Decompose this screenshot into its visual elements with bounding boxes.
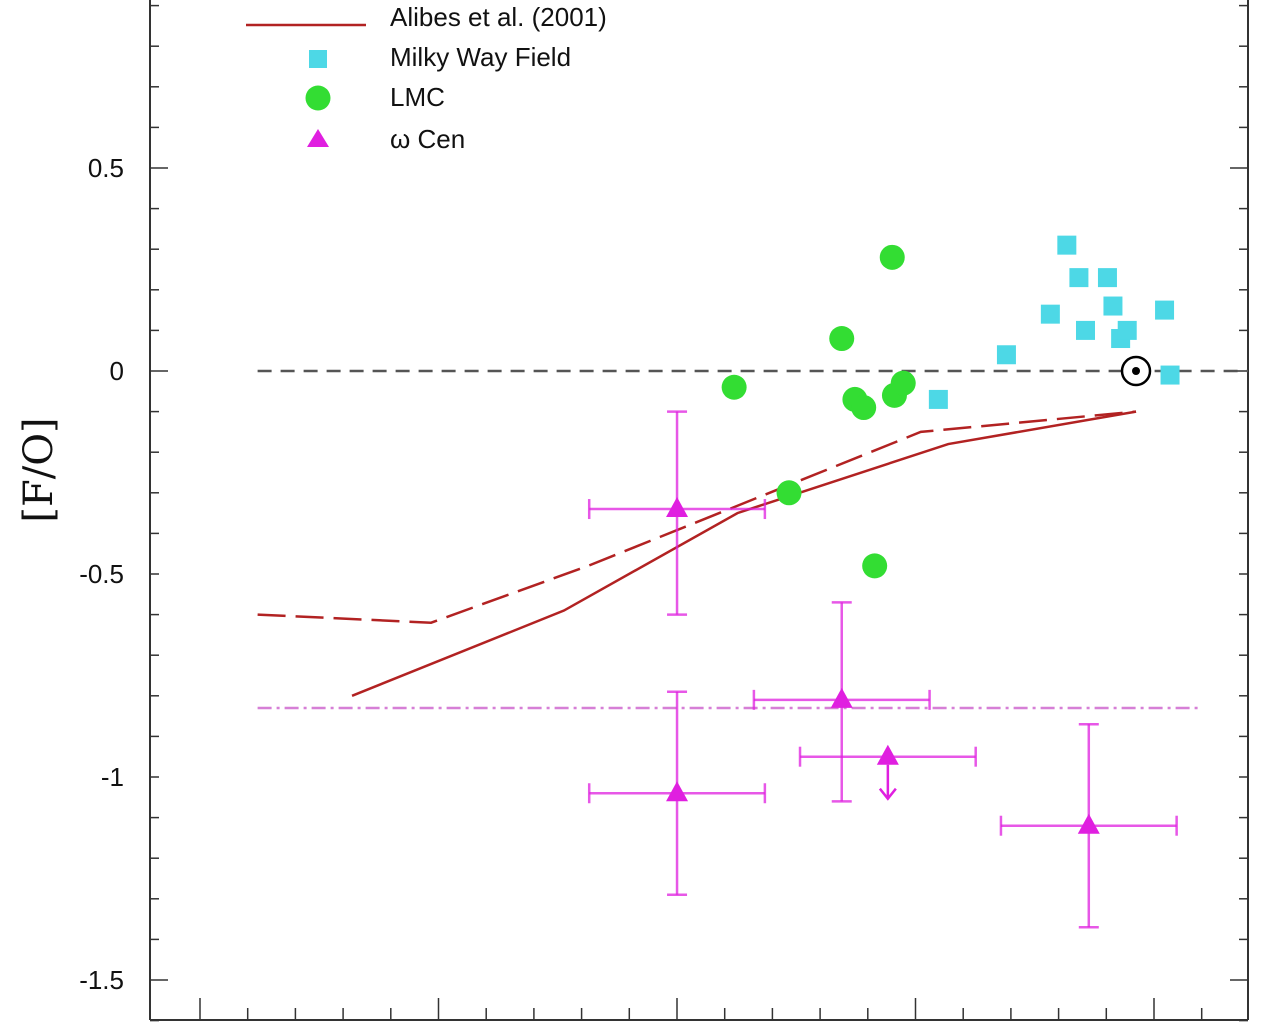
triangle-marker bbox=[666, 781, 689, 802]
omega-cen-point bbox=[587, 690, 767, 896]
milky-way-point bbox=[1160, 365, 1180, 385]
axis-ticks: 0.5 0 -0.5 -1 -1.5 bbox=[79, 4, 1248, 1022]
triangle-marker bbox=[830, 687, 853, 708]
lmc-point bbox=[862, 553, 888, 579]
milky-way-point bbox=[1155, 300, 1175, 320]
legend-label: ω Cen bbox=[390, 124, 465, 154]
triangle-marker bbox=[666, 497, 689, 518]
omega-cen-point bbox=[999, 722, 1178, 929]
milky-way-point bbox=[1075, 320, 1095, 340]
legend-label: LMC bbox=[390, 82, 445, 112]
lmc-point bbox=[776, 480, 802, 506]
legend-item: Alibes et al. (2001) bbox=[246, 2, 607, 32]
reference-lines bbox=[257, 369, 1248, 710]
sun-symbol-dot bbox=[1132, 367, 1141, 375]
plot-frame bbox=[149, 0, 1249, 1021]
milky-way-point bbox=[1040, 304, 1060, 324]
milky-way-point bbox=[1103, 296, 1123, 316]
data-series bbox=[257, 235, 1180, 929]
y-tick-label: -1.5 bbox=[79, 965, 124, 995]
omega-cen-point bbox=[587, 410, 767, 616]
milky-way-point bbox=[928, 389, 948, 409]
legend: Alibes et al. (2001) Milky Way Field LMC ω … bbox=[246, 2, 607, 154]
y-tick-label: 0.5 bbox=[88, 153, 124, 183]
model-line-solid bbox=[351, 410, 1137, 697]
lmc-point bbox=[879, 244, 905, 270]
milky-way-point bbox=[1097, 268, 1117, 288]
legend-label: Milky Way Field bbox=[390, 42, 571, 72]
lmc-point bbox=[829, 326, 855, 352]
y-tick-label: -0.5 bbox=[79, 559, 124, 589]
y-tick-label: 0 bbox=[110, 356, 124, 386]
legend-label: Alibes et al. (2001) bbox=[390, 2, 607, 32]
triangle-marker bbox=[1077, 813, 1100, 834]
lmc-point bbox=[890, 370, 916, 396]
lmc-point bbox=[851, 395, 877, 421]
omega-cen-point bbox=[798, 744, 977, 801]
y-axis-label: [F/O] bbox=[16, 417, 62, 522]
milky-way-point bbox=[1117, 320, 1137, 340]
legend-item: Milky Way Field bbox=[309, 42, 571, 72]
legend-square-swatch bbox=[309, 50, 327, 68]
legend-item: ω Cen bbox=[307, 124, 465, 154]
milky-way-point bbox=[1057, 235, 1077, 255]
milky-way-point bbox=[996, 345, 1016, 365]
triangle-marker bbox=[876, 744, 899, 765]
legend-item: LMC bbox=[305, 82, 445, 112]
legend-triangle-swatch bbox=[307, 129, 329, 147]
model-line-dashed bbox=[257, 410, 1137, 624]
milky-way-point bbox=[1069, 268, 1089, 288]
omega-cen-point bbox=[752, 601, 931, 803]
y-tick-label: -1 bbox=[101, 762, 124, 792]
upper-limit-arrowhead bbox=[878, 787, 897, 801]
legend-circle-swatch bbox=[305, 85, 331, 111]
lmc-point bbox=[721, 374, 747, 400]
